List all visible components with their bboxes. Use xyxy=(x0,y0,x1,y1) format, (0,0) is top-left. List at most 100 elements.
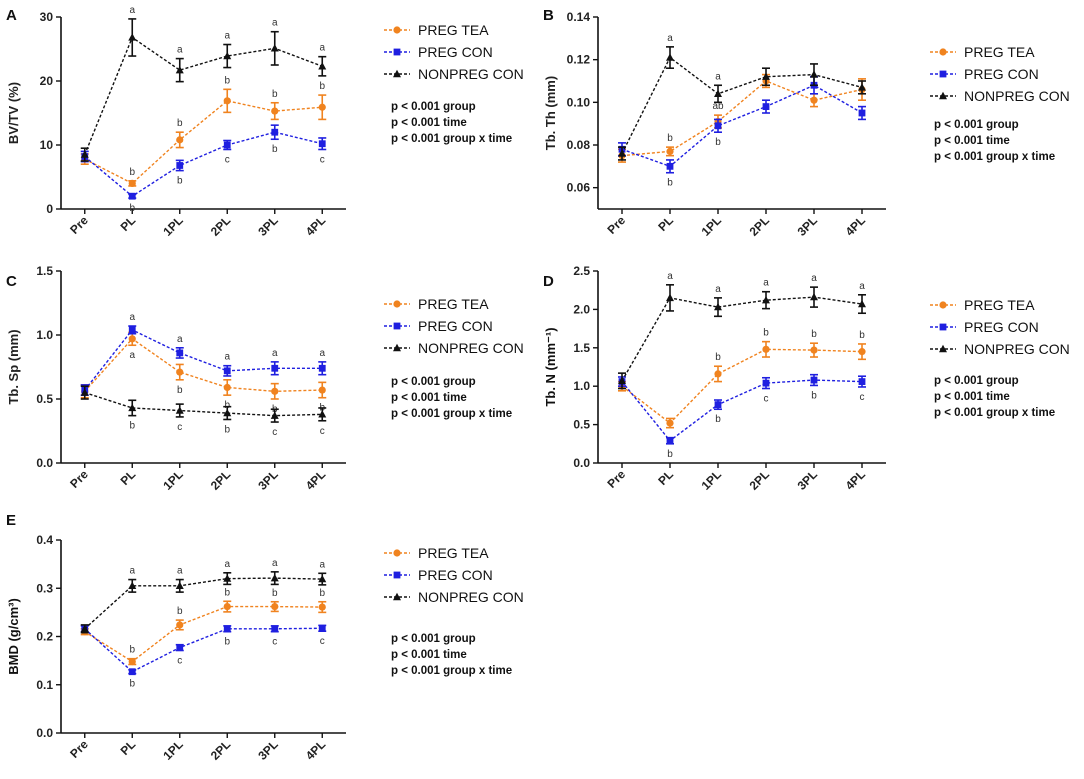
significance-letter: a xyxy=(177,334,183,345)
x-tick-label: 3PL xyxy=(255,213,280,238)
significance-letter: a xyxy=(272,18,278,29)
x-tick-label: 1PL xyxy=(699,213,724,238)
legend-label: NONPREG CON xyxy=(964,88,1070,104)
significance-letter: b xyxy=(224,587,230,598)
data-point xyxy=(618,376,626,385)
data-point xyxy=(318,624,326,632)
data-point xyxy=(176,136,184,144)
y-axis-label: BMD (g/cm³) xyxy=(6,598,21,675)
significance-letter: b xyxy=(177,118,183,129)
significance-letter: b xyxy=(224,637,230,648)
significance-letter: a xyxy=(224,352,230,363)
y-tick-label: 0.12 xyxy=(567,53,591,67)
x-tick-label: 1PL xyxy=(160,213,185,238)
legend: PREG TEA PREG CON NONPREG CON xyxy=(930,297,1070,357)
stats-line: p < 0.001 group xyxy=(391,376,476,388)
panel-letter: A xyxy=(6,7,17,24)
data-point xyxy=(810,376,818,384)
data-point xyxy=(128,33,137,41)
data-point xyxy=(270,44,279,52)
x-tick-label: 2PL xyxy=(208,213,233,238)
data-point xyxy=(128,668,136,676)
legend-marker xyxy=(393,300,401,308)
significance-letter: b xyxy=(763,328,769,339)
significance-letter: a xyxy=(715,284,721,295)
data-point xyxy=(618,149,626,157)
stats-line: p < 0.001 group xyxy=(934,375,1019,387)
stats-line: p < 0.001 time xyxy=(934,135,1010,147)
significance-letter: b xyxy=(715,352,721,363)
significance-letter: b xyxy=(319,588,325,599)
significance-letter: a xyxy=(811,273,817,284)
data-point xyxy=(80,150,89,158)
data-point xyxy=(762,72,770,80)
stats-text: p < 0.001 group p < 0.001 time p < 0.001 g… xyxy=(934,375,1055,419)
x-tick-label: 3PL xyxy=(255,467,280,492)
data-point xyxy=(714,401,722,409)
legend-marker xyxy=(393,48,401,56)
significance-letter: b xyxy=(272,89,278,100)
significance-letter: c xyxy=(320,426,325,437)
significance-letter: a xyxy=(129,5,135,16)
x-tick-label: Pre xyxy=(67,737,91,761)
significance-letter: a xyxy=(272,348,278,359)
x-tick-label: 2PL xyxy=(208,737,233,762)
data-point xyxy=(223,625,231,633)
data-point xyxy=(271,364,279,372)
legend-marker xyxy=(393,549,401,557)
stats-line: p < 0.001 group x time xyxy=(391,665,512,677)
stats-line: p < 0.001 group x time xyxy=(934,151,1055,163)
data-point xyxy=(223,574,232,582)
legend: PREG TEA PREG CON NONPREG CON xyxy=(384,296,524,356)
significance-letter: a xyxy=(272,558,278,569)
data-point xyxy=(858,378,866,385)
y-tick-label: 0 xyxy=(46,202,53,216)
significance-letter: b xyxy=(715,414,721,425)
series-line xyxy=(84,391,323,417)
data-point xyxy=(858,348,866,356)
data-point xyxy=(223,383,231,392)
significance-letter: b xyxy=(224,424,230,435)
stats-line: p < 0.001 group xyxy=(391,101,476,113)
series-preg-con: a a a a a xyxy=(80,312,327,396)
series-line xyxy=(84,627,323,673)
significance-letter: b xyxy=(667,133,673,144)
data-point xyxy=(318,62,327,70)
series-line xyxy=(84,577,323,630)
significance-letter: c xyxy=(225,154,230,165)
series-line xyxy=(84,605,323,663)
series-line xyxy=(621,348,863,424)
legend-label: NONPREG CON xyxy=(418,66,524,82)
significance-letter: b xyxy=(177,385,183,396)
significance-letter: b xyxy=(129,679,135,690)
data-point xyxy=(223,602,231,611)
data-point xyxy=(810,346,818,354)
significance-letter: c xyxy=(320,154,325,165)
y-tick-label: 2.0 xyxy=(573,302,590,316)
stats-line: p < 0.001 group x time xyxy=(391,133,512,145)
data-point xyxy=(175,581,184,590)
x-tick-label: 1PL xyxy=(160,467,185,492)
legend-label: PREG CON xyxy=(964,66,1039,82)
data-point xyxy=(270,411,279,419)
significance-letter: a xyxy=(319,348,325,359)
y-tick-label: 0.4 xyxy=(36,533,53,547)
legend-label: PREG TEA xyxy=(964,44,1035,60)
series-preg-con: bb xyxy=(618,75,866,189)
x-tick-label: PL xyxy=(118,213,139,234)
significance-letter: b xyxy=(177,606,183,617)
significance-letter: b xyxy=(811,329,817,340)
significance-letter: b xyxy=(272,144,278,155)
data-point xyxy=(318,574,327,583)
stats-line: p < 0.001 group xyxy=(391,633,476,645)
legend-label: PREG CON xyxy=(418,44,493,60)
data-point xyxy=(810,292,818,301)
series-preg-con: b c b c c xyxy=(80,624,327,690)
y-tick-label: 0.06 xyxy=(567,181,591,195)
data-point xyxy=(318,364,326,372)
significance-letter: b xyxy=(272,588,278,599)
data-point xyxy=(318,386,326,394)
x-tick-label: Pre xyxy=(67,467,91,491)
x-tick-label: PL xyxy=(655,467,676,488)
data-point xyxy=(128,403,137,412)
